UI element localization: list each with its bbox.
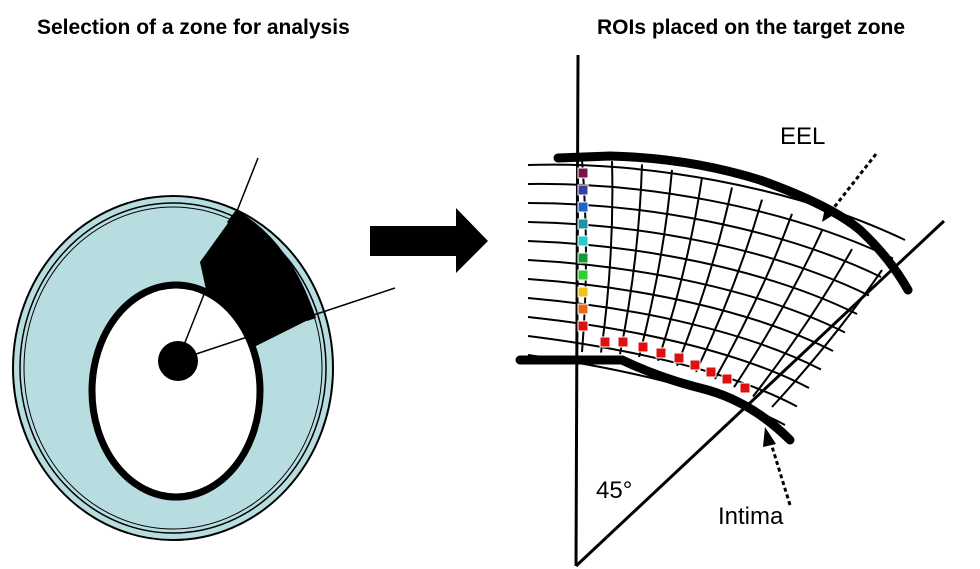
sector-boundary-line-1 [177, 157, 259, 361]
grid-radial-line [676, 187, 733, 367]
vertical-reference-line [574, 54, 580, 567]
roi-square-row [721, 373, 733, 385]
vessel-eel-inner-line [23, 206, 323, 530]
intima-boundary [515, 355, 795, 445]
grid-radial-line [600, 161, 614, 353]
left-panel-title: Selection of a zone for analysis [37, 16, 350, 39]
grid-radial-line [638, 169, 673, 358]
catheter-center [158, 341, 198, 381]
roi-square-column [577, 167, 589, 179]
grid-radial-line [752, 248, 853, 398]
roi-square-row [705, 366, 717, 378]
roi-square-row [673, 352, 685, 364]
roi-square-row [655, 347, 667, 359]
grid-radial-line [733, 229, 823, 388]
roi-square-column [577, 320, 589, 332]
grid-arc-line [527, 182, 894, 260]
grid-radial-line [657, 177, 703, 362]
roi-square-column [577, 201, 589, 213]
grid-radial-line [619, 164, 643, 355]
grid-radial-line [714, 213, 793, 380]
transition-arrow [370, 208, 488, 273]
eel-boundary [553, 151, 913, 295]
sector-boundary-line-2 [177, 287, 396, 361]
roi-squares [577, 167, 751, 394]
roi-square-column [577, 286, 589, 298]
vessel-eel-line [19, 202, 327, 534]
roi-square-row [739, 382, 751, 394]
roi-square-row [689, 359, 701, 371]
grid-arc-line [527, 221, 870, 297]
eel-callout-arrowhead [822, 203, 838, 222]
angle-label: 45° [596, 477, 632, 504]
intima-label: Intima [718, 503, 784, 530]
roi-zone-diagram [515, 54, 946, 568]
roi-square-column [577, 269, 589, 281]
eel-callout-line [830, 153, 878, 211]
intima-callout-line [768, 439, 792, 506]
grid-radial-line [771, 269, 883, 408]
grid-arc-line [527, 240, 858, 315]
vessel-lumen [88, 281, 264, 501]
roi-square-column [577, 184, 589, 196]
grid-arc-line [527, 335, 798, 408]
grid-arc-line [527, 163, 906, 241]
diagonal-reference-line [574, 219, 946, 568]
vessel-cross-section [12, 157, 396, 541]
grid-arc-line [527, 297, 822, 371]
grid-arc-line [527, 278, 834, 352]
roi-square-column [577, 252, 589, 264]
eel-label: EEL [780, 123, 825, 150]
roi-square-column [577, 235, 589, 247]
grid-arc-line [527, 202, 882, 278]
grid-radial-line [695, 199, 763, 373]
roi-square-column [577, 303, 589, 315]
roi-square-row [599, 336, 611, 348]
roi-square-row [637, 341, 649, 353]
roi-square-row [617, 336, 629, 348]
roi-square-column [577, 218, 589, 230]
right-panel-title: ROIs placed on the target zone [597, 16, 905, 39]
intima-callout-arrowhead [763, 427, 776, 447]
